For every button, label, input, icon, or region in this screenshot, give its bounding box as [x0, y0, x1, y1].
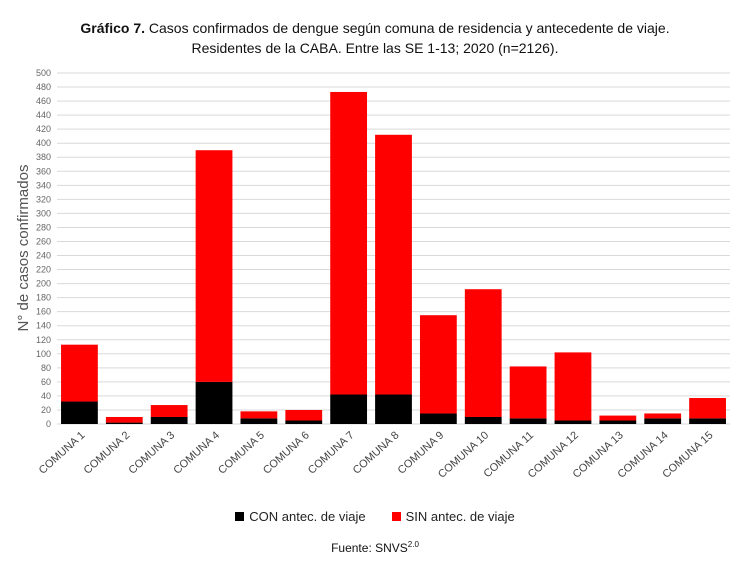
bar-segment-sin [105, 416, 143, 423]
y-tick-label: 160 [36, 307, 51, 317]
bar-segment-con [419, 413, 457, 424]
y-tick-label: 320 [36, 194, 51, 204]
bar-segment-sin [285, 409, 323, 421]
y-tick-label: 280 [36, 222, 51, 232]
bar-segment-con [375, 394, 412, 424]
bar-segment-con [285, 420, 323, 424]
bar-segment-sin [644, 413, 682, 419]
y-tick-label: 20 [41, 405, 51, 415]
x-tick-label: COMUNA 1 [37, 429, 88, 476]
bar-segment-con [599, 420, 637, 424]
y-tick-label: 260 [36, 236, 51, 246]
bar-segment-sin [61, 344, 98, 402]
source-superscript: 2.0 [407, 540, 419, 549]
y-tick-label: 460 [36, 96, 51, 106]
bar-segment-con [689, 418, 726, 424]
bar-layer [61, 91, 726, 424]
x-tick-label: COMUNA 7 [306, 429, 357, 476]
legend: CON antec. de viaje SIN antec. de viaje [0, 509, 750, 524]
legend-item-sin: SIN antec. de viaje [391, 509, 515, 524]
legend-item-con: CON antec. de viaje [235, 509, 366, 524]
x-tick-label: COMUNA 4 [171, 429, 222, 476]
bar-segment-con [509, 418, 547, 424]
stacked-bar-chart: 0 20 40 60 80 100 120 140 160 180 200 220 240 260 280 3… [15, 68, 730, 481]
y-tick-label: 340 [36, 180, 51, 190]
y-tick-label: 380 [36, 152, 51, 162]
y-tick-label: 440 [36, 110, 51, 120]
bar-segment-sin [464, 289, 502, 417]
source-label: Fuente: SNVS [331, 541, 408, 555]
x-tick-label: COMUNA 2 [82, 429, 133, 476]
y-tick-label: 220 [36, 265, 51, 275]
bar-segment-sin [509, 366, 547, 419]
bar-segment-sin [689, 398, 726, 419]
legend-label-sin: SIN antec. de viaje [405, 509, 515, 524]
y-axis-label: N° de casos confirmados [15, 165, 32, 332]
legend-swatch-sin [391, 512, 401, 521]
bar-segment-sin [419, 315, 457, 414]
y-tick-label: 480 [36, 82, 51, 92]
y-tick-label: 120 [36, 335, 51, 345]
y-tick-label: 200 [36, 279, 51, 289]
y-tick-label: 400 [36, 138, 51, 148]
y-tick-label: 420 [36, 124, 51, 134]
title-bold: Gráfico 7. [80, 20, 146, 36]
y-tick-label: 180 [36, 293, 51, 303]
y-tick-label: 100 [36, 349, 51, 359]
bar-segment-con [330, 394, 368, 424]
y-tick-label: 0 [46, 419, 51, 429]
bar-segment-sin [599, 415, 637, 421]
x-tick-label: COMUNA 6 [261, 429, 312, 476]
bar-segment-sin [240, 411, 278, 419]
bar-segment-con [61, 401, 98, 424]
title-line1: Casos confirmados de dengue según comuna… [145, 20, 670, 36]
bar-segment-con [464, 416, 502, 424]
y-tick-label: 140 [36, 321, 51, 331]
bar-segment-sin [375, 134, 412, 395]
chart-title: Gráfico 7. Casos confirmados de dengue s… [0, 18, 750, 58]
y-axis-ticks: 0 20 40 60 80 100 120 140 160 180 200 220 240 260 280 3… [36, 68, 51, 429]
y-tick-label: 300 [36, 208, 51, 218]
y-tick-label: 360 [36, 166, 51, 176]
legend-swatch-con [235, 512, 245, 521]
bar-segment-con [105, 422, 143, 424]
y-tick-label: 60 [41, 377, 51, 387]
bar-segment-con [150, 416, 188, 424]
x-tick-label: COMUNA 8 [351, 429, 402, 476]
bar-segment-sin [554, 352, 592, 421]
y-tick-label: 40 [41, 391, 51, 401]
bar-segment-con [644, 418, 682, 424]
title-line2: Residentes de la CABA. Entre las SE 1-13… [191, 40, 559, 56]
x-tick-label: COMUNA 3 [126, 429, 177, 476]
bar-segment-con [195, 381, 233, 424]
bar-segment-sin [330, 91, 368, 395]
legend-label-con: CON antec. de viaje [249, 509, 366, 524]
bar-segment-sin [150, 405, 188, 417]
source-note: Fuente: SNVS2.0 [0, 540, 750, 555]
y-tick-label: 80 [41, 363, 51, 373]
bar-segment-con [554, 420, 592, 424]
x-tick-label: COMUNA 5 [216, 429, 267, 476]
y-tick-label: 240 [36, 251, 51, 261]
y-tick-label: 500 [36, 68, 51, 78]
bar-segment-sin [195, 150, 233, 382]
bar-segment-con [240, 418, 278, 424]
